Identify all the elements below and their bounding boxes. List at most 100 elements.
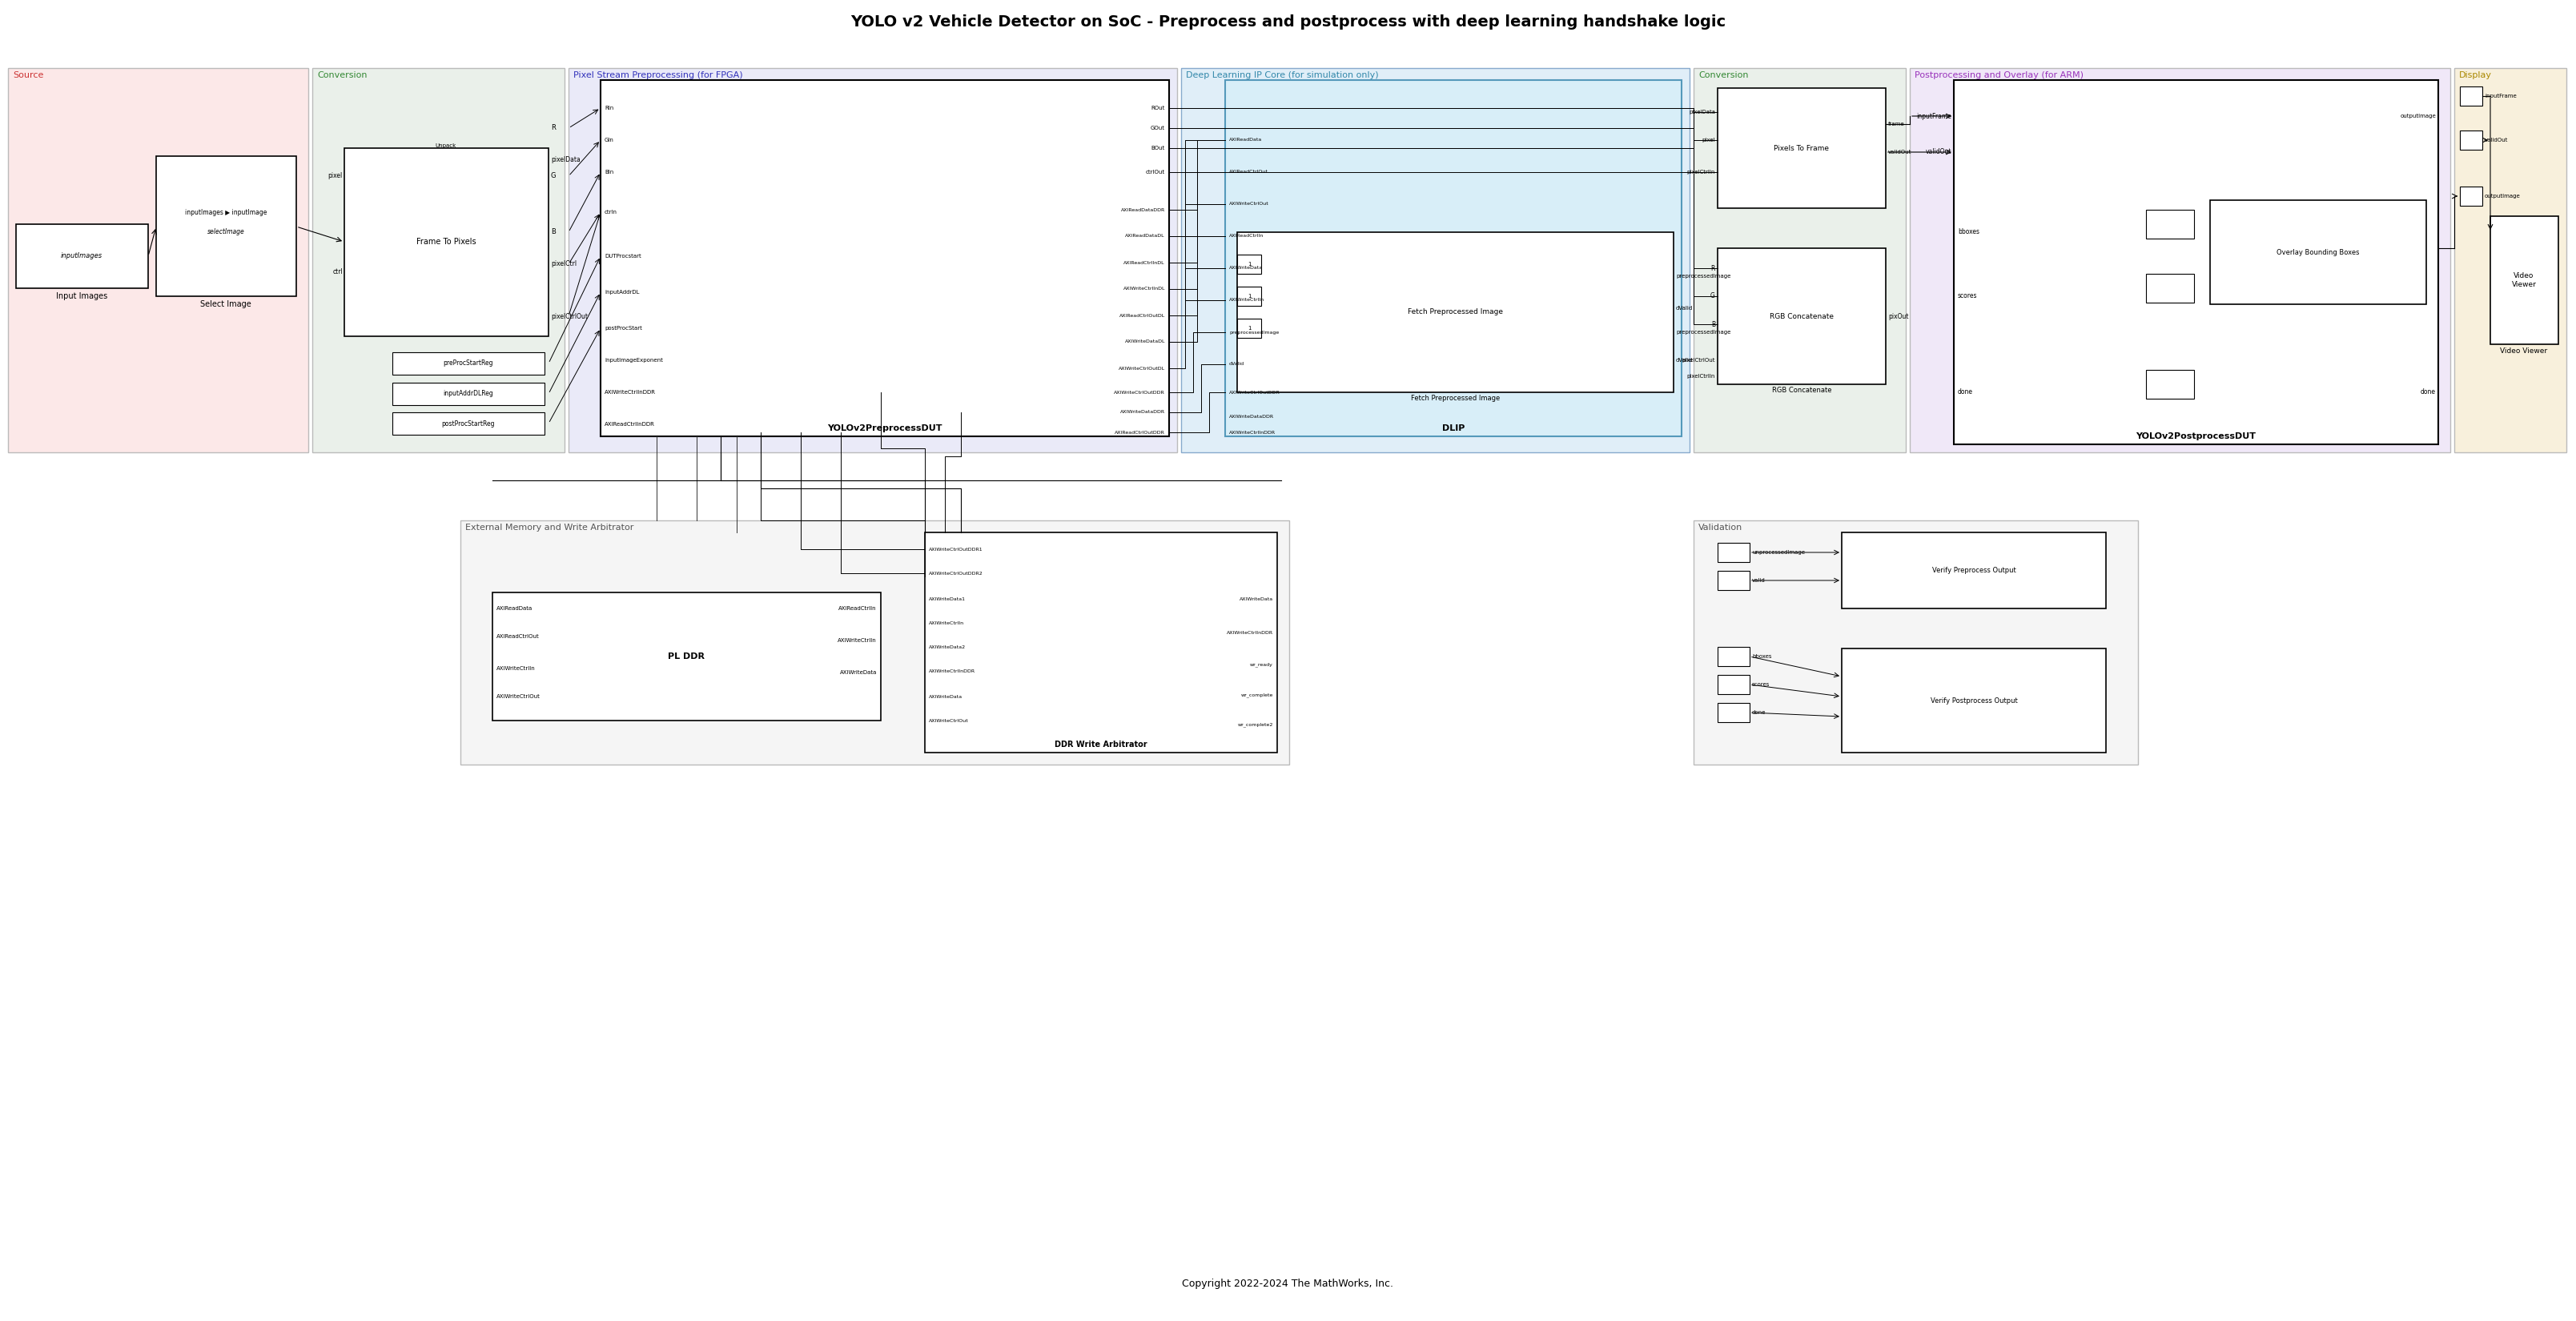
Text: AXIReadDataDDR: AXIReadDataDDR [1121,207,1164,211]
Text: valid: valid [1752,579,1765,583]
Text: pixel: pixel [327,173,343,180]
Text: selectImage: selectImage [206,229,245,235]
Text: ctrlOut: ctrlOut [1146,169,1164,174]
Text: External Memory and Write Arbitrator: External Memory and Write Arbitrator [466,523,634,531]
Bar [1718,89,1886,209]
Bar [392,383,544,406]
Text: AXIReadCtrlOut: AXIReadCtrlOut [497,634,538,639]
Text: 1: 1 [1247,293,1252,299]
Bar [1182,69,1690,452]
Text: ROut: ROut [1151,106,1164,111]
Text: BIn: BIn [605,169,613,174]
Text: RIn: RIn [605,106,613,111]
Text: Video Viewer: Video Viewer [2501,347,2548,354]
Text: Source: Source [13,71,44,79]
Text: AXIReadCtrlInDL: AXIReadCtrlInDL [1123,260,1164,264]
Bar [1692,69,1906,452]
Bar [1692,520,2138,765]
Text: pixel: pixel [1703,137,1716,143]
Text: inputAddrDLReg: inputAddrDLReg [443,390,495,398]
Text: 1: 1 [1247,262,1252,267]
Bar [1236,287,1262,306]
Text: AXIReadCtrlOutDDR: AXIReadCtrlOutDDR [1115,431,1164,435]
Text: AXIWriteCtrlIn: AXIWriteCtrlIn [837,638,876,643]
Bar [461,520,1288,765]
Text: G: G [551,173,556,180]
Text: AXIWriteCtrlInDL: AXIWriteCtrlInDL [1123,287,1164,291]
Text: postProcStartReg: postProcStartReg [443,420,495,427]
Text: Fetch Preprocessed Image: Fetch Preprocessed Image [1412,395,1499,402]
Text: RGB Concatenate: RGB Concatenate [1770,313,1834,320]
Bar [312,69,564,452]
Text: wr_complete2: wr_complete2 [1236,723,1273,727]
Text: pixOut: pixOut [1888,313,1909,320]
Text: preprocessedImage: preprocessedImage [1677,273,1731,279]
Text: outputImage: outputImage [2486,194,2519,198]
Text: inputAddrDL: inputAddrDL [605,289,639,295]
Text: AXIWriteDataDL: AXIWriteDataDL [1126,339,1164,343]
Bar [2455,69,2566,452]
Text: AXIWriteData1: AXIWriteData1 [930,597,966,601]
Text: B: B [1710,321,1716,328]
Text: Display: Display [2460,71,2491,79]
Text: 1: 1 [1247,326,1252,330]
Text: AXIWriteData: AXIWriteData [930,695,963,699]
Text: dValid: dValid [1229,362,1244,366]
Text: AXIWriteCtrlIn: AXIWriteCtrlIn [930,621,963,625]
Text: G: G [1710,293,1716,300]
Bar [1718,543,1749,561]
Text: AXIReadCtrlIn: AXIReadCtrlIn [840,606,876,610]
Text: Input Images: Input Images [57,292,108,300]
Text: AXIWriteCtrlInDDR: AXIWriteCtrlInDDR [1226,630,1273,634]
Text: done: done [1958,388,1973,396]
Text: validOut: validOut [1924,148,1953,156]
Text: done: done [2421,388,2437,396]
Bar [1226,81,1682,436]
Text: AXIReadCtrlOut: AXIReadCtrlOut [1229,170,1267,174]
Bar [1909,69,2450,452]
Text: YOLOv2PreprocessDUT: YOLOv2PreprocessDUT [827,424,943,432]
Text: inputImages: inputImages [62,252,103,260]
Text: unprocessedImage: unprocessedImage [1752,550,1806,555]
Text: PL DDR: PL DDR [667,653,706,660]
Bar [1236,232,1674,392]
Text: frame: frame [1888,122,1904,127]
Bar [2146,370,2195,399]
Bar [1236,318,1262,338]
Text: Conversion: Conversion [317,71,368,79]
Text: ctrIn: ctrIn [605,210,618,214]
Text: YOLO v2 Vehicle Detector on SoC - Preprocess and postprocess with deep learning : YOLO v2 Vehicle Detector on SoC - Prepro… [850,15,1726,29]
Text: pixelCtrlOut: pixelCtrlOut [551,313,587,320]
Text: inputFrame: inputFrame [1917,112,1953,120]
Text: Overlay Bounding Boxes: Overlay Bounding Boxes [2277,248,2360,256]
Text: AXIWriteCtrlIn: AXIWriteCtrlIn [1229,299,1265,303]
Text: AXIWriteData: AXIWriteData [1239,597,1273,601]
Text: AXIWriteCtrlOut: AXIWriteCtrlOut [930,719,969,723]
Text: preProcStartReg: preProcStartReg [443,359,495,367]
Text: inputImages ▶ inputImage: inputImages ▶ inputImage [185,209,268,215]
Bar [8,69,309,452]
Text: AXIWriteCtrlOutDL: AXIWriteCtrlOutDL [1118,366,1164,370]
Bar [1842,649,2107,753]
Text: AXIWriteCtrlOutDDR1: AXIWriteCtrlOutDDR1 [930,547,984,551]
Text: AXIWriteCtrlOutDDR2: AXIWriteCtrlOutDDR2 [930,571,984,575]
Text: postProcStart: postProcStart [605,326,641,330]
Text: preprocessedImage: preprocessedImage [1229,330,1280,334]
Text: pixelCtrlOut: pixelCtrlOut [1682,358,1716,363]
Text: done: done [1752,711,1767,715]
Bar [492,592,881,720]
Text: DLIP: DLIP [1443,424,1466,432]
Text: Deep Learning IP Core (for simulation only): Deep Learning IP Core (for simulation on… [1185,71,1378,79]
Text: GIn: GIn [605,137,613,143]
Text: AXIWriteCtrlIn: AXIWriteCtrlIn [497,666,536,671]
Bar [1718,248,1886,384]
Bar [600,81,1170,436]
Text: ctrl: ctrl [332,268,343,276]
Bar [345,148,549,337]
Text: validOut: validOut [1888,149,1911,155]
Text: Postprocessing and Overlay (for ARM): Postprocessing and Overlay (for ARM) [1914,71,2084,79]
Text: bboxes: bboxes [1958,229,1978,235]
Text: BOut: BOut [1151,145,1164,151]
Text: validOut: validOut [2486,137,2509,143]
Text: Fetch Preprocessed Image: Fetch Preprocessed Image [1406,309,1502,316]
